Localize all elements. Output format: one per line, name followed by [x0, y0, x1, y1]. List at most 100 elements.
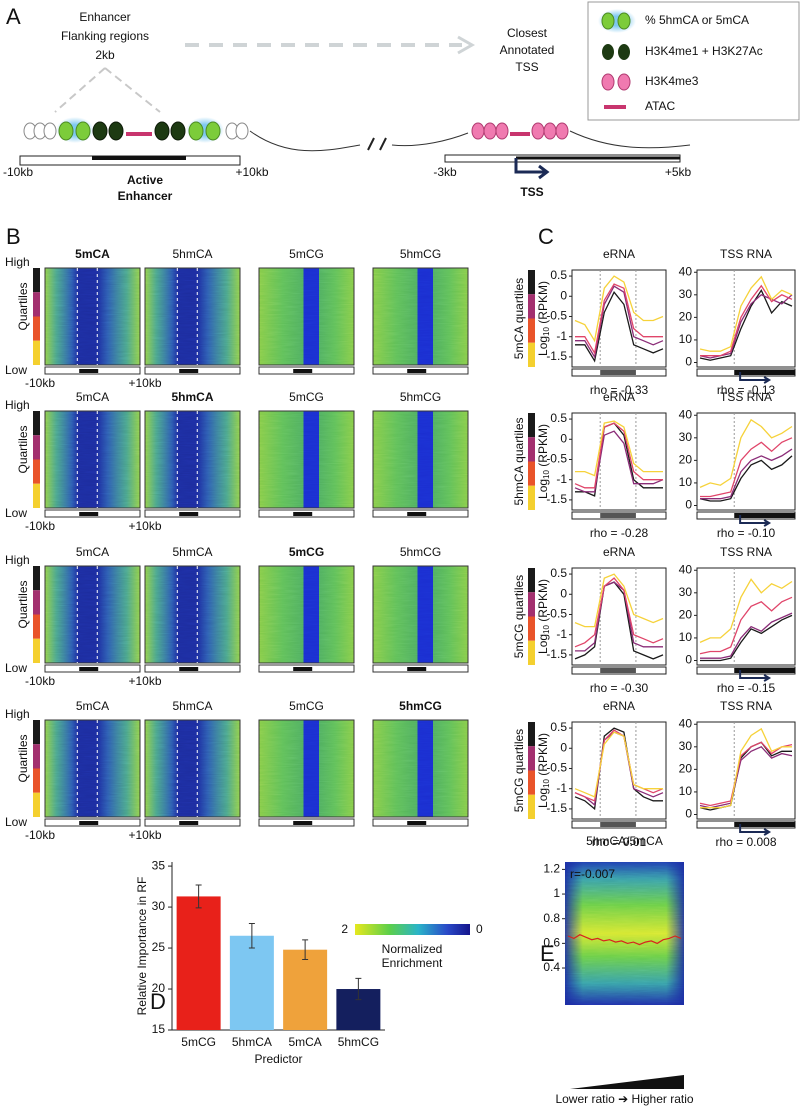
y-tick-label: 40	[679, 562, 693, 576]
annotation: rho = -0.13	[717, 383, 776, 397]
x-tick-label: -10kb	[25, 828, 55, 842]
axis-core	[600, 370, 636, 375]
tss-arrow	[739, 515, 772, 527]
y-tick-label: 40	[679, 264, 693, 278]
plot-frame	[696, 721, 796, 820]
y-tick-label: -1	[556, 472, 567, 486]
x-tick-label: 5hmCG	[338, 1035, 379, 1049]
y-tick-label: -0.5	[546, 761, 567, 775]
y-tick-label: 20	[679, 762, 693, 776]
axis-core	[734, 822, 795, 827]
quartile-swatch	[528, 437, 535, 462]
heatmap-axis-core	[407, 512, 427, 516]
tss-arrow	[739, 824, 772, 836]
heatmap-title: 5hmCG	[399, 699, 442, 713]
quartile-swatch	[528, 485, 535, 510]
heatmap-texture	[373, 720, 468, 817]
y-tick-label: 0	[685, 498, 692, 512]
heatmap-texture	[145, 268, 240, 365]
quartile-swatch	[528, 770, 535, 795]
heatmap-texture	[145, 566, 240, 663]
annotation: rho = -0.10	[717, 526, 776, 540]
annotation: rho = -0.28	[590, 526, 649, 540]
heatmap-texture	[259, 268, 354, 365]
line-series	[699, 746, 793, 809]
y-tick-label: -1	[556, 329, 567, 343]
y-tick-label: -0.5	[546, 607, 567, 621]
arrow-head	[457, 35, 476, 55]
y-axis-label-part: (RPKM)	[536, 281, 550, 327]
y-axis-label-part: 10	[542, 469, 551, 478]
plot-frame	[571, 721, 667, 820]
quartile-swatch	[528, 746, 535, 771]
y-tick-label: -1.5	[546, 801, 567, 815]
y-tick-label: 0.5	[550, 411, 567, 425]
quartile-swatch	[528, 294, 535, 319]
y-tick-label: -1.5	[546, 349, 567, 363]
bar	[229, 935, 274, 1030]
y-axis-label: Relative Importance in RF	[135, 877, 149, 1016]
line-series	[700, 448, 793, 500]
y-tick-label: 20	[679, 453, 693, 467]
colorbar-label: Enrichment	[382, 956, 443, 970]
quartile-axis-title: 5mCA quartiles	[512, 278, 526, 359]
footer: Lower ratio ➔ Higher ratio	[555, 1092, 693, 1106]
heatmap-title: 5mCA	[76, 390, 109, 404]
y-tick-label: 0.6	[543, 936, 560, 950]
quartiles-label: Quartiles	[16, 425, 30, 473]
line-series	[574, 731, 663, 798]
heatmap-texture	[45, 411, 140, 508]
quartile-swatch	[528, 342, 535, 367]
y-tick-label: 0.5	[550, 720, 567, 734]
y-tick-label: 0	[685, 807, 692, 821]
y-axis-label-part: 10	[542, 326, 551, 335]
annotation: r=-0.007	[570, 867, 615, 881]
line-series	[574, 727, 663, 811]
heatmap-title: 5hmCG	[400, 390, 441, 404]
quartile-swatch	[528, 640, 535, 665]
quartile-swatch	[33, 292, 40, 317]
bar	[283, 949, 328, 1030]
quartiles-label: Quartiles	[16, 734, 30, 782]
annotation: rho = -0.15	[717, 681, 776, 695]
annotation: rho = -0.33	[590, 383, 649, 397]
line-series	[699, 418, 793, 488]
heatmap-axis-core	[179, 821, 199, 825]
tss-label: Annotated	[500, 43, 555, 57]
quartile-swatch	[528, 568, 535, 593]
low-label: Low	[5, 815, 27, 829]
legend-label: H3K4me1 + H3K27Ac	[645, 44, 763, 58]
y-axis-label-part: Log	[536, 479, 550, 499]
enhancer-label: Enhancer	[79, 10, 130, 24]
heatmap-title: 5hmCG	[400, 247, 441, 261]
line-series	[700, 612, 793, 659]
quartile-swatch	[528, 616, 535, 641]
tss-arrow	[739, 670, 772, 682]
error-bar	[302, 939, 309, 961]
quartile-swatch	[528, 794, 535, 819]
y-tick-label: 25	[152, 940, 166, 954]
y-tick-label: 30	[679, 287, 693, 301]
chart-title: TSS RNA	[720, 390, 772, 404]
enhancer-name: Active	[127, 173, 163, 187]
line-series	[699, 578, 793, 643]
y-tick-label: 20	[679, 310, 693, 324]
chart-title: 5hmCA/5mCA	[586, 834, 663, 848]
heatmap-axis-core	[79, 667, 99, 671]
y-tick-label: 0.4	[543, 960, 560, 974]
tss-name: TSS	[520, 185, 543, 199]
y-axis-label: Log10 (RPKM)	[536, 733, 551, 808]
y-tick-label: 10	[679, 475, 693, 489]
line-series	[699, 288, 793, 361]
y-axis-label: Log10 (RPKM)	[536, 579, 551, 654]
heatmap-title: 5mCG	[289, 390, 324, 404]
enhancer-label: 2kb	[95, 48, 115, 62]
quartile-swatch	[33, 435, 40, 460]
y-axis-label-part: (RPKM)	[536, 424, 550, 470]
panel-label: E	[540, 941, 555, 966]
heatmap-texture	[259, 566, 354, 663]
heatmap-axis-core	[79, 369, 99, 373]
y-tick-label: 0.5	[550, 268, 567, 282]
heatmap-texture	[259, 411, 354, 508]
y-tick-label: 0	[560, 586, 567, 600]
